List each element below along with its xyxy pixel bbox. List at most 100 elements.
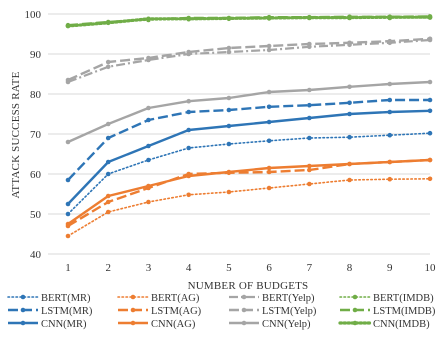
data-point — [307, 115, 312, 121]
data-point — [347, 111, 352, 117]
data-point — [186, 145, 191, 151]
data-point — [105, 64, 111, 70]
data-point — [146, 199, 151, 205]
data-point — [105, 59, 111, 65]
legend-item: CNN(AG) — [118, 319, 196, 330]
data-point — [347, 15, 352, 20]
data-point — [427, 130, 433, 136]
data-point — [387, 38, 393, 44]
data-point — [347, 40, 352, 46]
legend-label: CNN(IMDB) — [373, 319, 430, 330]
data-point — [307, 87, 312, 93]
legend-marker — [352, 294, 358, 300]
data-point — [65, 139, 71, 145]
y-tick-label: 60 — [30, 169, 42, 181]
data-point — [266, 43, 272, 49]
x-tick-label: 4 — [186, 262, 192, 274]
data-point — [387, 81, 393, 87]
x-tick-label: 1 — [65, 262, 71, 274]
data-point — [146, 143, 151, 149]
data-point — [65, 23, 71, 29]
data-point — [427, 176, 433, 182]
data-point — [427, 97, 433, 103]
data-point — [387, 159, 393, 165]
legend-item: CNN(Yelp) — [229, 319, 311, 330]
series-line — [67, 132, 431, 215]
legend-marker — [241, 307, 247, 313]
data-point — [186, 192, 191, 198]
series-line — [67, 37, 431, 82]
legend-label: LSTM(IMDB) — [373, 306, 436, 317]
legend-item: CNN(IMDB) — [338, 319, 430, 330]
series-line — [67, 158, 431, 225]
data-point — [186, 49, 191, 55]
data-point — [307, 102, 312, 108]
data-point — [105, 159, 111, 165]
series-lstm-mr — [65, 97, 433, 183]
data-point — [226, 95, 232, 101]
data-point — [105, 121, 111, 127]
y-axis-label: ATTACK SUCCESS RATE — [10, 71, 22, 198]
data-point — [186, 16, 191, 22]
series-cnn-ag — [65, 157, 433, 227]
y-tick-label: 90 — [30, 49, 42, 61]
data-point — [65, 211, 71, 217]
series-bert-mr — [65, 130, 433, 217]
legend-item: BERT(IMDB) — [339, 293, 434, 304]
data-point — [427, 108, 433, 114]
legend-label: LSTM(MR) — [41, 306, 93, 317]
legend-item: LSTM(Yelp) — [229, 306, 317, 317]
y-tick-label: 40 — [30, 249, 42, 261]
series-lstm-yelp — [65, 36, 433, 83]
data-point — [387, 109, 393, 115]
data-point — [266, 169, 272, 175]
legend-item: LSTM(IMDB) — [340, 306, 436, 317]
data-point — [65, 177, 71, 183]
legend-label: LSTM(Yelp) — [262, 306, 317, 317]
data-point — [226, 169, 232, 175]
legend-item: LSTM(MR) — [8, 306, 93, 317]
data-point — [146, 183, 151, 189]
data-point — [347, 134, 352, 140]
y-tick-label: 100 — [25, 9, 42, 21]
data-point — [427, 14, 433, 20]
x-tick-label: 9 — [387, 262, 393, 274]
data-point — [105, 171, 111, 177]
data-point — [146, 157, 151, 163]
legend-label: BERT(AG) — [151, 293, 200, 304]
data-point — [266, 165, 272, 171]
data-point — [387, 14, 393, 20]
legend-marker — [130, 294, 136, 300]
legend-marker — [20, 294, 26, 300]
legend-label: BERT(MR) — [41, 293, 91, 304]
x-axis-label: NUMBER OF BUDGETS — [188, 280, 309, 292]
series-cnn-yelp — [65, 79, 433, 145]
legend-label: CNN(MR) — [41, 319, 87, 330]
data-point — [226, 141, 232, 147]
series-line — [67, 38, 431, 84]
data-point — [347, 100, 352, 106]
x-tick-label: 8 — [347, 262, 353, 274]
series-lines — [65, 14, 433, 239]
data-point — [387, 176, 393, 182]
legend-marker — [241, 320, 247, 326]
data-point — [186, 98, 191, 104]
data-point — [65, 201, 71, 207]
x-tick-label: 6 — [266, 262, 272, 274]
x-tick-label: 7 — [307, 262, 313, 274]
gridlines — [48, 13, 430, 255]
data-point — [347, 84, 352, 90]
data-point — [347, 177, 352, 183]
data-point — [226, 107, 232, 113]
legend-item: LSTM(AG) — [118, 306, 202, 317]
series-line — [67, 98, 430, 181]
data-point — [65, 77, 71, 83]
data-point — [307, 41, 312, 47]
legend-marker — [20, 320, 26, 326]
data-point — [266, 47, 272, 53]
legend-marker — [20, 307, 26, 313]
series-line — [67, 109, 431, 205]
legend: BERT(MR) BERT(AG) BERT(Yelp) BERT(IMDB) LSTM… — [7, 293, 436, 330]
data-point — [266, 185, 272, 191]
